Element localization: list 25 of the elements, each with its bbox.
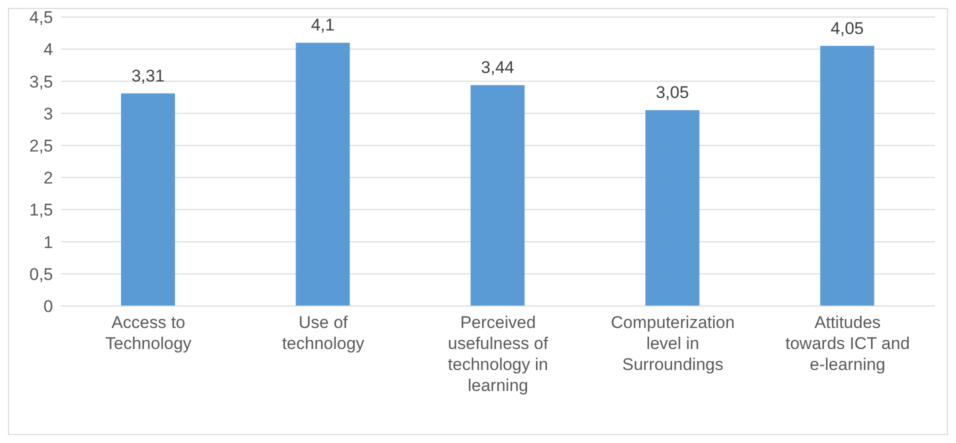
y-tick-label: 4,5 bbox=[29, 8, 53, 28]
data-label: 3,44 bbox=[481, 58, 514, 78]
y-tick-label: 4 bbox=[44, 40, 53, 60]
bar bbox=[820, 46, 874, 306]
x-tick-label: Use of technology bbox=[282, 313, 365, 353]
y-tick-label: 3,5 bbox=[29, 72, 53, 92]
data-label: 4,1 bbox=[310, 16, 335, 35]
data-label: 3,31 bbox=[131, 66, 165, 86]
bar bbox=[470, 85, 525, 306]
x-tick-label: Perceived usefulness of technology in learning bbox=[448, 313, 548, 395]
y-tick-label: 2 bbox=[44, 168, 53, 188]
bar bbox=[645, 110, 700, 306]
data-label: 4,05 bbox=[830, 18, 864, 38]
bar bbox=[121, 93, 175, 306]
y-tick-label: 1 bbox=[44, 232, 53, 252]
x-tick-label: Access to Technology bbox=[105, 313, 192, 353]
x-tick-label: Attitudes towards ICT and e-learning bbox=[785, 313, 910, 374]
y-tick-label: 0,5 bbox=[29, 264, 53, 284]
y-tick-label: 2,5 bbox=[29, 136, 53, 156]
y-tick-label: 0 bbox=[44, 297, 53, 316]
bar bbox=[296, 42, 350, 306]
y-tick-label: 3 bbox=[44, 104, 53, 124]
x-tick-label: Computerization level in Surroundings bbox=[610, 313, 735, 374]
y-tick-label: 1,5 bbox=[29, 200, 53, 220]
data-label: 3,05 bbox=[656, 83, 689, 102]
